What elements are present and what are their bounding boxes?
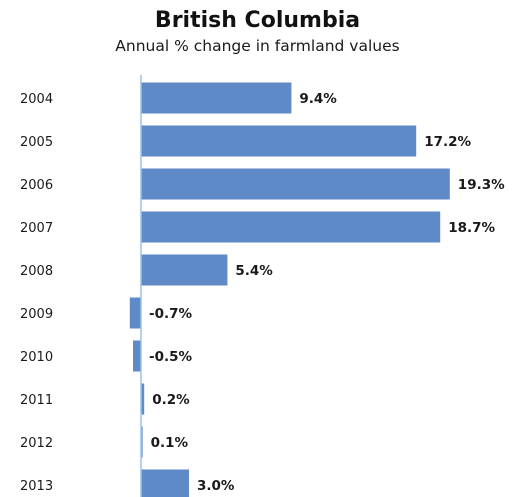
value-label-2010: -0.5% (149, 349, 193, 365)
value-label-2006: 19.3% (458, 177, 505, 193)
category-label-2004: 2004 (20, 92, 53, 107)
bar-2012 (141, 426, 143, 458)
bar-2005 (141, 125, 417, 157)
category-label-2005: 2005 (20, 135, 53, 150)
chart-title: British Columbia (154, 8, 361, 33)
value-label-2013: 3.0% (197, 478, 235, 494)
value-label-2011: 0.2% (152, 392, 190, 408)
category-label-2006: 2006 (20, 178, 53, 193)
category-label-2009: 2009 (20, 307, 53, 322)
bar-2008 (141, 254, 228, 286)
category-label-2013: 2013 (20, 479, 53, 494)
category-label-2010: 2010 (20, 350, 53, 365)
bar-2011 (141, 383, 145, 415)
value-label-2009: -0.7% (149, 306, 193, 322)
chart-subtitle: Annual % change in farmland values (115, 37, 400, 55)
bar-2006 (141, 168, 450, 200)
bar-2010 (133, 340, 141, 372)
bar-2009 (129, 297, 141, 329)
value-label-2007: 18.7% (448, 220, 495, 236)
value-label-2008: 5.4% (235, 263, 273, 279)
value-label-2005: 17.2% (424, 134, 471, 150)
category-label-2012: 2012 (20, 436, 53, 451)
category-label-2007: 2007 (20, 221, 53, 236)
bar-2013 (141, 469, 189, 497)
category-label-2008: 2008 (20, 264, 53, 279)
value-label-2004: 9.4% (299, 91, 337, 107)
value-label-2012: 0.1% (151, 435, 189, 451)
category-label-2011: 2011 (20, 393, 53, 408)
bar-2007 (141, 211, 441, 243)
bar-2004 (141, 82, 292, 114)
